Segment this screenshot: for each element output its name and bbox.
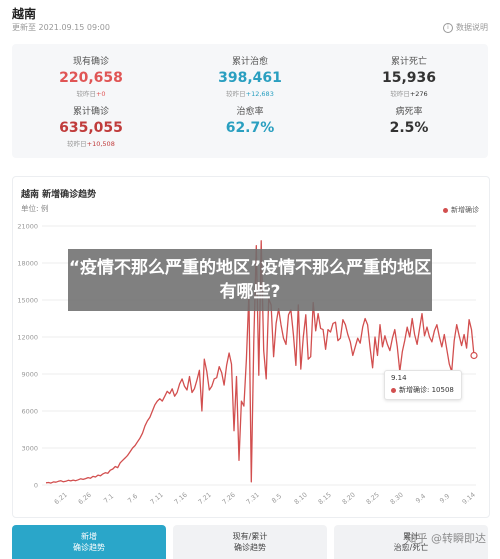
stat-delta-value: +276: [409, 90, 428, 98]
stat-delta: 较昨日+10,508: [12, 138, 170, 148]
stat-label: 治愈率: [236, 107, 264, 117]
chart-tabs: 新增 确诊趋势 现有/累计 确诊趋势 累计 治愈/死亡: [12, 525, 488, 559]
highlight-point[interactable]: [470, 351, 478, 360]
stat-item: 累计死亡 15,936 较昨日+276: [330, 54, 488, 98]
stat-value: 220,658: [59, 70, 123, 86]
tooltip-dot-icon: [391, 387, 396, 393]
stat-item: 现有确诊 220,658 较昨日+0: [12, 54, 170, 98]
y-tick-label: 18000: [17, 260, 38, 268]
x-tick-label: 8.20: [341, 491, 357, 506]
page-title: 越南: [12, 7, 37, 21]
stat-delta-value: +12,683: [245, 90, 274, 98]
data-notes-link[interactable]: i 数据说明: [443, 22, 488, 33]
line-chart[interactable]: 0 3000 6000 9000 12000 15000 18000 21000 6.21 6.2…: [0, 0, 500, 520]
x-tick-label: 7.16: [173, 491, 189, 506]
watermark: 知乎 @转瞬即达: [405, 532, 487, 545]
x-tick-label: 8.30: [389, 491, 405, 506]
stat-delta-value: +10,508: [86, 140, 115, 148]
x-tick-label: 6.21: [53, 491, 69, 506]
stat-value: 635,055: [59, 120, 123, 136]
tab-label-line1: 新增: [81, 532, 97, 541]
tooltip-value: 新增确诊: 10508: [399, 386, 454, 394]
x-tick-label: 9.4: [414, 492, 427, 505]
y-tick-label: 15000: [17, 297, 38, 305]
stat-item: 累计确诊 635,055 较昨日+10,508: [12, 104, 170, 148]
stat-item: 治愈率 62.7%: [171, 104, 329, 136]
stat-item: 病死率 2.5%: [330, 104, 488, 136]
y-tick-label: 0: [34, 482, 38, 490]
stat-delta-value: +0: [95, 90, 106, 98]
y-tick-label: 21000: [17, 223, 38, 231]
update-time: 更新至 2021.09.15 09:00: [12, 23, 110, 32]
stat-value: 62.7%: [225, 120, 275, 136]
x-tick-label: 7.21: [197, 491, 213, 506]
stat-delta-prefix: 较昨日: [76, 90, 96, 98]
stat-label: 累计确诊: [72, 107, 109, 117]
stat-item: 累计治愈 398,461 较昨日+12,683: [171, 54, 329, 98]
stat-value: 2.5%: [389, 120, 429, 136]
legend-label: 新增确诊: [451, 206, 479, 214]
data-notes-label: 数据说明: [456, 23, 488, 32]
stat-label: 病死率: [395, 107, 423, 117]
x-tick-label: 7.6: [126, 492, 139, 505]
x-tick-label: 9.9: [438, 492, 451, 505]
stat-value: 15,936: [381, 70, 437, 86]
x-tick-label: 8.25: [365, 491, 381, 506]
chart-tab-3[interactable]: 累计治愈/死亡: [334, 525, 488, 559]
tab-label-line1: 现有/累计: [232, 532, 268, 541]
stat-delta-prefix: 较昨日: [226, 90, 246, 98]
info-icon: i: [443, 22, 453, 33]
tab-label-line1: 累计: [403, 532, 419, 541]
stats-panel: 现有确诊 220,658 较昨日+0 累计治愈 398,461 较昨日+12,683 累计死…: [12, 44, 488, 158]
stat-delta-prefix: 较昨日: [67, 140, 87, 148]
article-title-overlay: “疫情不那么严重的地区”疫情不那么严重的地区有哪些?: [68, 249, 432, 311]
chart-tab-1[interactable]: 新增 确诊趋势: [12, 525, 166, 559]
stat-delta: 较昨日+0: [12, 88, 170, 98]
y-tick-label: 6000: [21, 408, 38, 416]
x-tick-label: 9.14: [461, 491, 477, 506]
stat-label: 累计死亡: [390, 57, 427, 67]
stat-label: 现有确诊: [72, 57, 109, 67]
chart-title: 越南 新增确诊趋势: [21, 190, 97, 200]
stat-value: 398,461: [218, 70, 282, 86]
y-tick-label: 12000: [17, 334, 38, 342]
chart-tooltip: 9.14 新增确诊: 10508: [384, 370, 462, 400]
tab-label-line2: 确诊趋势: [234, 543, 266, 552]
x-tick-label: 7.11: [149, 491, 165, 506]
header: 越南 更新至 2021.09.15 09:00 i 数据说明: [0, 0, 500, 44]
y-tick-label: 3000: [21, 445, 38, 453]
chart-tab-2[interactable]: 现有/累计确诊趋势: [173, 525, 327, 559]
chart-legend[interactable]: 新增确诊: [443, 205, 479, 215]
x-tick-label: 8.5: [270, 492, 283, 505]
tab-label-line2: 确诊趋势: [73, 543, 105, 552]
x-tick-label: 7.26: [221, 491, 237, 506]
legend-dot-icon: [443, 207, 448, 213]
tab-label-line2: 治愈/死亡: [393, 543, 429, 552]
x-tick-label: 6.26: [77, 491, 93, 506]
y-tick-label: 9000: [21, 371, 38, 379]
x-tick-label: 8.10: [293, 491, 309, 506]
tooltip-date: 9.14: [391, 374, 407, 382]
stat-delta: 较昨日+12,683: [171, 88, 329, 98]
x-tick-label: 7.31: [245, 491, 261, 506]
stat-delta-prefix: 较昨日: [390, 90, 410, 98]
stat-delta: 较昨日+276: [330, 88, 488, 98]
x-tick-label: 8.15: [317, 491, 333, 506]
stat-label: 累计治愈: [231, 57, 268, 67]
chart-unit: 单位: 例: [21, 204, 49, 213]
x-tick-label: 7.1: [102, 492, 115, 505]
